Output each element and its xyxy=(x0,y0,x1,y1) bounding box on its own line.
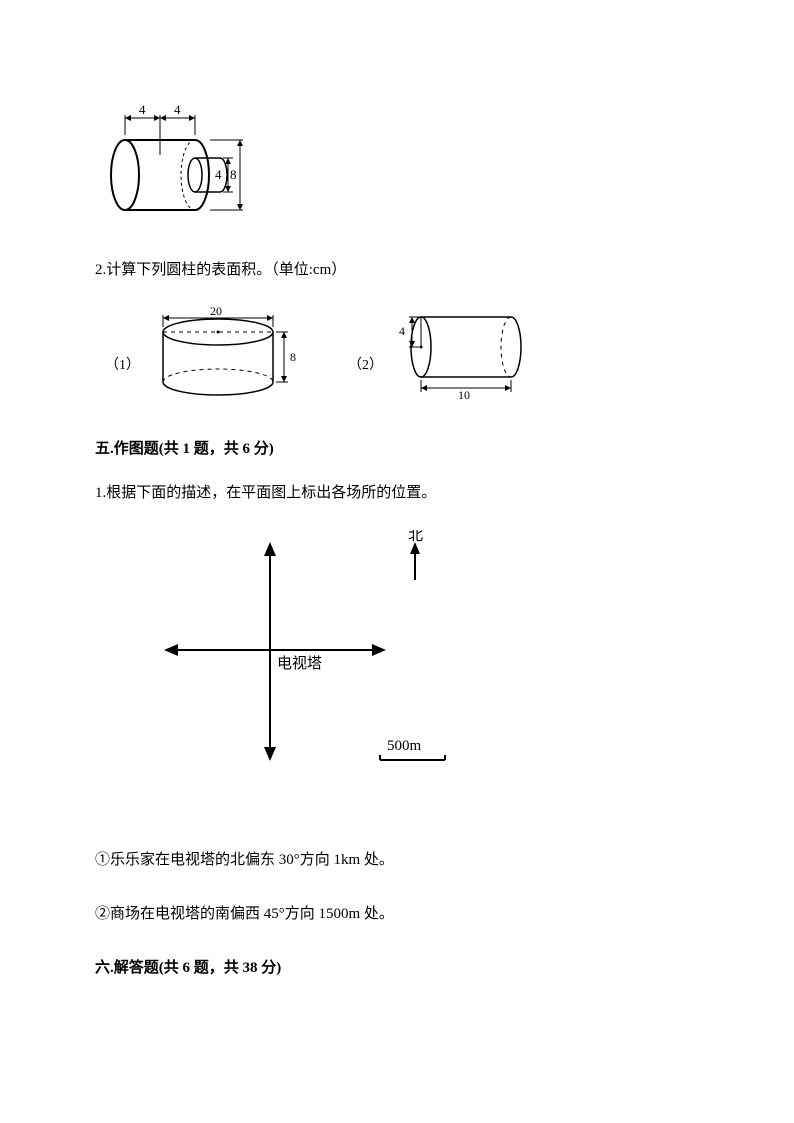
q2-text: 2.计算下列圆柱的表面积。（单位:cm） xyxy=(95,258,699,282)
svg-text:北: 北 xyxy=(408,530,423,544)
svg-text:4: 4 xyxy=(399,324,405,338)
section6-heading: 六.解答题(共 6 题，共 38 分) xyxy=(95,956,699,980)
dim-right-label: 4 xyxy=(174,102,181,117)
dim-left-label: 4 xyxy=(139,102,146,117)
q2-figures: （1） 20 8 （2） xyxy=(105,302,699,402)
concentric-cylinder-figure: 4 4 4 8 xyxy=(95,100,699,228)
compass-figure: 北 电视塔 500m xyxy=(155,530,699,808)
section5-heading: 五.作图题(共 1 题，共 6 分) xyxy=(95,437,699,461)
cylinder-1: 20 8 xyxy=(148,307,308,402)
svg-text:500m: 500m xyxy=(387,738,422,754)
cylinder-2: 4 10 xyxy=(391,302,541,402)
desc1: ①乐乐家在电视塔的北偏东 30°方向 1km 处。 xyxy=(95,848,699,872)
svg-text:20: 20 xyxy=(210,307,222,318)
dim-outer-h: 8 xyxy=(230,167,237,182)
s5-q1-text: 1.根据下面的描述，在平面图上标出各场所的位置。 xyxy=(95,481,699,505)
sub2-label: （2） xyxy=(348,355,383,377)
dim-inner-h: 4 xyxy=(215,167,222,182)
svg-text:8: 8 xyxy=(290,350,296,364)
svg-text:10: 10 xyxy=(458,388,470,402)
desc2: ②商场在电视塔的南偏西 45°方向 1500m 处。 xyxy=(95,902,699,926)
sub1-label: （1） xyxy=(105,355,140,377)
svg-text:电视塔: 电视塔 xyxy=(277,655,322,672)
